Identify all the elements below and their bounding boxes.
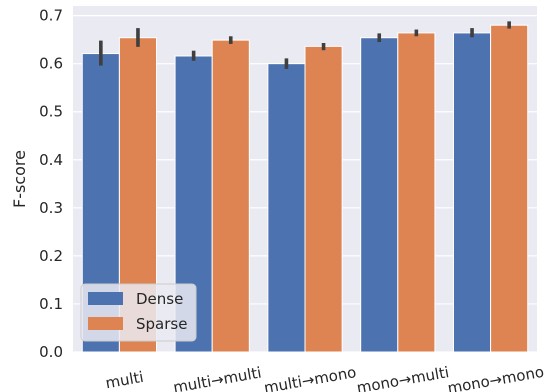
bar-sparse-multi-to-multi [211,39,250,353]
bar-dense-mono-to-mono [452,32,492,353]
bar-sparse-mono-to-multi [397,32,436,353]
bar-dense-mono-to-multi [360,37,399,353]
x-tick-label: multi→mono [263,363,358,392]
x-tick-label: mono→mono [446,363,545,392]
error-bars [99,21,511,69]
x-axis-ticks: multi multi→multi multi→monomono→multimono… [104,363,545,392]
y-tick-label: 0.0 [39,343,63,361]
x-tick-label: mono→multi [355,363,450,392]
bar-sparse-mono-to-mono [490,24,529,353]
legend-swatch-sparse [88,317,123,330]
legend-swatch-dense [88,292,123,305]
y-tick-label: 0.2 [39,247,63,265]
legend-label-sparse: Sparse [136,315,187,333]
x-tick-label: multi→multi [172,363,263,392]
legend: Dense Sparse [80,283,197,342]
legend-label-dense: Dense [136,290,183,308]
y-axis-title: F-score [10,150,29,208]
y-axis-ticks: 0.0 0.1 0.2 0.3 0.4 0.5 0.6 0.7 [39,7,63,361]
x-tick-label: multi [104,368,145,392]
y-tick-label: 0.7 [39,7,63,25]
y-tick-label: 0.5 [39,103,63,121]
y-tick-label: 0.6 [39,55,63,73]
y-tick-label: 0.1 [39,295,63,313]
bar-dense-multi-to-mono [267,63,306,353]
bar-sparse-multi-to-mono [304,45,343,353]
y-tick-label: 0.4 [39,151,63,169]
y-tick-label: 0.3 [39,199,63,217]
